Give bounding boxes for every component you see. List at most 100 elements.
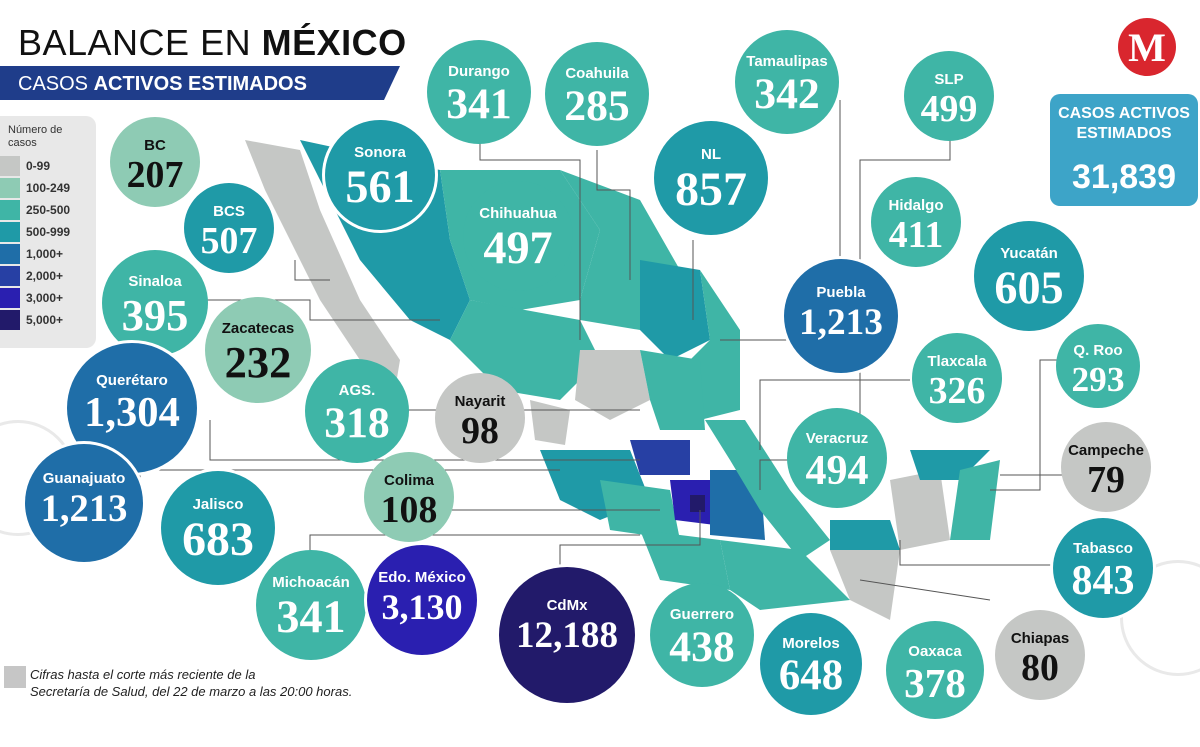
state-name: Yucatán — [1000, 245, 1058, 263]
state-name: Veracruz — [805, 430, 869, 447]
state-name: Michoacán — [272, 574, 350, 592]
state-bubble: Q. Roo 293 — [1056, 324, 1140, 408]
state-value: 843 — [1071, 558, 1135, 604]
total-label-line2: ESTIMADOS — [1076, 125, 1172, 142]
legend-label: 2,000+ — [26, 269, 64, 283]
state-value: 1,213 — [40, 487, 128, 530]
state-name: CdMx — [546, 596, 588, 614]
state-name: Puebla — [816, 284, 866, 302]
state-bubble: Sinaloa 395 — [102, 250, 208, 356]
state-value: 648 — [778, 652, 844, 700]
state-bubble: Zacatecas 232 — [205, 297, 311, 403]
state-name: SLP — [934, 70, 964, 88]
state-value: 411 — [888, 213, 944, 256]
state-bubble: Puebla 1,213 — [784, 259, 898, 373]
legend-item: 2,000+ — [0, 266, 63, 286]
state-bubble: NL 857 — [654, 121, 768, 235]
footnote-line1: Cifras hasta el corte más reciente de la — [30, 667, 256, 682]
state-value: 683 — [182, 513, 254, 567]
state-bubble: CdMx 12,188 — [499, 567, 635, 703]
legend-label: 250-500 — [26, 203, 71, 217]
subtitle-bold: ACTIVOS ESTIMADOS — [93, 73, 307, 95]
state-value: 341 — [276, 591, 346, 643]
legend-item: 5,000+ — [0, 310, 63, 330]
legend-item: 0-99 — [0, 156, 50, 176]
subtitle-bar — [0, 66, 400, 100]
slp-shape — [640, 350, 705, 430]
state-value: 79 — [1087, 458, 1125, 501]
chiapas-shape — [830, 550, 900, 620]
state-value: 98 — [461, 409, 499, 452]
state-value: 497 — [483, 222, 553, 274]
state-bubble: Chihuahua 497 — [463, 181, 573, 291]
quintana-roo-shape — [950, 460, 1000, 540]
state-value: 342 — [754, 69, 820, 118]
state-value: 395 — [121, 290, 189, 341]
state-name: Morelos — [782, 635, 840, 653]
state-bubble: BCS 507 — [184, 183, 274, 273]
title-bold: MÉXICO — [261, 22, 407, 63]
leader-line — [596, 150, 631, 280]
state-bubble: Morelos 648 — [760, 613, 862, 715]
state-value: 605 — [994, 262, 1064, 314]
state-value: 3,130 — [381, 587, 463, 628]
legend-swatch — [0, 222, 20, 242]
zacatecas-shape — [575, 350, 650, 420]
state-value: 507 — [200, 219, 258, 262]
state-bubble: Coahuila 285 — [545, 42, 649, 146]
legend-label: 5,000+ — [26, 313, 64, 327]
state-value: 232 — [224, 337, 292, 388]
guerrero-shape — [640, 530, 730, 590]
leader-line — [990, 359, 1058, 491]
leader-line — [759, 379, 910, 450]
state-bubble: Guanajuato 1,213 — [25, 444, 143, 562]
state-value: 494 — [805, 448, 869, 494]
state-value: 857 — [675, 163, 747, 217]
state-bubble: Querétaro 1,304 — [67, 343, 197, 473]
legend-label: 3,000+ — [26, 291, 64, 305]
legend-swatch — [0, 156, 20, 176]
state-name: Coahuila — [565, 64, 629, 82]
guanajuato-shape — [630, 440, 690, 475]
state-name: Jalisco — [192, 496, 244, 514]
legend-swatch — [0, 200, 20, 220]
state-name: Chihuahua — [479, 205, 557, 223]
tabasco-shape — [830, 520, 900, 550]
legend-label: 0-99 — [26, 159, 51, 173]
legend-title: Número de casos — [8, 124, 63, 149]
leader-line — [294, 260, 330, 281]
leader-line — [559, 510, 701, 570]
footnote-line2: Secretaría de Salud, del 22 de marzo a l… — [30, 684, 353, 699]
veracruz-shape — [705, 420, 830, 560]
state-name: Guanajuato — [42, 469, 126, 487]
state-bubble: AGS. 318 — [305, 359, 409, 463]
state-bubble: Tamaulipas 342 — [735, 30, 839, 134]
legend-swatch — [0, 310, 20, 330]
state-value: 341 — [446, 79, 512, 128]
map-region-south — [640, 450, 1000, 620]
subtitle-light: CASOS — [18, 73, 89, 95]
legend-label: 100-249 — [26, 181, 71, 195]
state-value: 499 — [920, 87, 978, 130]
state-value: 561 — [345, 161, 415, 213]
legend-item: 100-249 — [0, 178, 70, 198]
milenio-logo: M — [1118, 18, 1176, 76]
state-name: Edo. México — [378, 569, 466, 587]
total-label-line1: CASOS ACTIVOS — [1058, 105, 1190, 122]
state-bubble: Campeche 79 — [1061, 422, 1151, 512]
state-value: 1,213 — [799, 302, 883, 344]
state-value: 438 — [669, 622, 735, 671]
state-bubble: Veracruz 494 — [787, 408, 887, 508]
state-name: Zacatecas — [221, 320, 295, 338]
state-bubble: SLP 499 — [904, 51, 994, 141]
state-bubble: Colima 108 — [364, 452, 454, 542]
oaxaca-shape — [720, 540, 850, 610]
state-name: Tlaxcala — [927, 352, 987, 370]
legend-label: 1,000+ — [26, 247, 64, 261]
state-bubble: BC 207 — [110, 117, 200, 207]
legend-swatch — [0, 244, 20, 264]
footnote-swatch — [4, 666, 26, 688]
state-name: Sonora — [354, 144, 406, 162]
state-name: BC — [144, 136, 166, 154]
